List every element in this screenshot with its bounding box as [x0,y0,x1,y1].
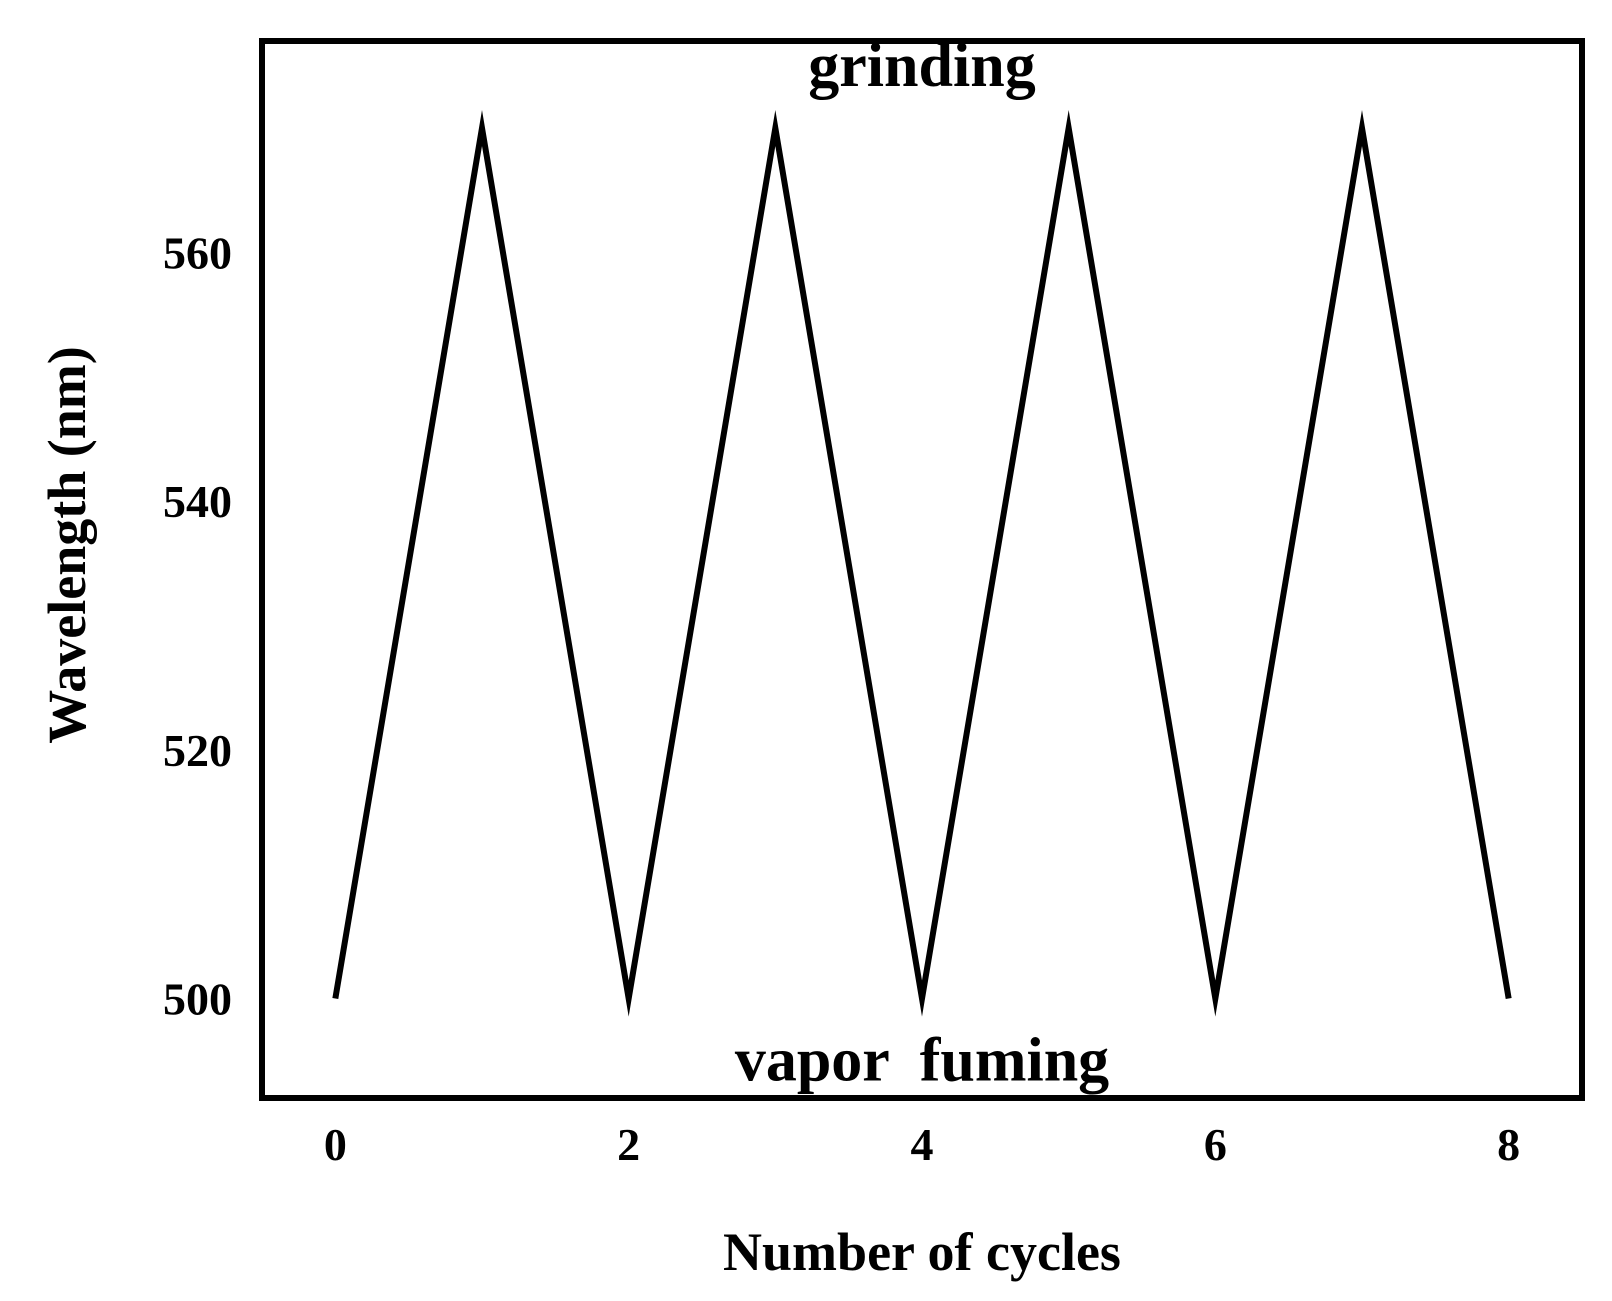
y-tick-label: 560 [163,227,232,278]
x-axis-ticks: 0 2 4 6 8 [324,1119,1520,1170]
y-axis-ticks: 500 520 540 560 [163,227,232,1024]
x-tick-label: 4 [911,1119,934,1170]
series-line [332,109,1512,1017]
annotation-grinding: grinding [808,32,1035,100]
series-layer [332,109,1512,1017]
annotation-vapor-fuming: vapor fuming [735,1027,1109,1095]
plot-frame [259,38,1585,1101]
y-tick-label: 540 [163,476,232,527]
x-tick-label: 2 [617,1119,640,1170]
x-tick-label: 8 [1497,1119,1520,1170]
x-tick-label: 0 [324,1119,347,1170]
y-tick-label: 520 [163,725,232,776]
y-tick-label: 500 [163,974,232,1025]
annotation-layer: grinding vapor fuming [735,32,1109,1095]
x-axis-label: Number of cycles [723,1222,1121,1282]
y-axis-label: Wavelength (nm) [37,346,97,744]
x-tick-label: 6 [1204,1119,1227,1170]
